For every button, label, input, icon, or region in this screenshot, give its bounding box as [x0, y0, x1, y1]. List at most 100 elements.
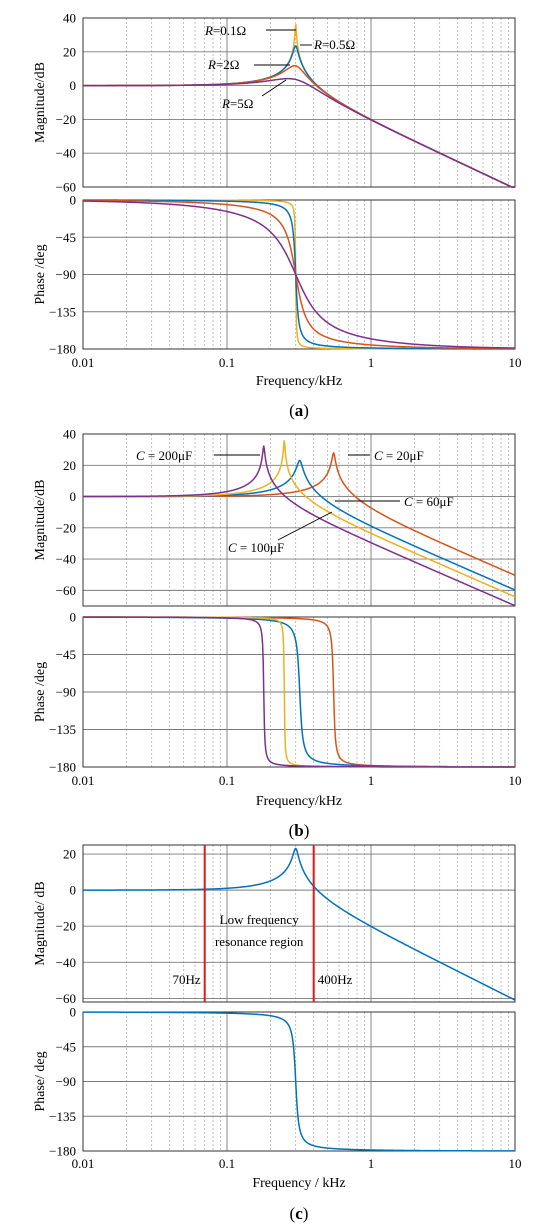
annotation-value: =0.5Ω [322, 37, 355, 52]
magnitude-axes: −60 −40 −20 0 20 Magnitude/ dB [33, 844, 516, 1006]
panel-c: −60 −40 −20 0 20 Magnitude/ dB −180 −135 −90 −45 0… [33, 844, 522, 1223]
region-label-line1: Low frequency [220, 912, 300, 927]
annotation-leader [277, 511, 333, 541]
magnitude-curve [82, 847, 516, 1001]
x-tick-label: 0.01 [72, 355, 95, 370]
phase-y-tick-label: −45 [56, 1039, 76, 1054]
magnitude-y-tick-label: −40 [56, 552, 76, 567]
panel-a: −60 −40 −20 0 20 40 Magnitude/dB −180 −135 −90 −45… [33, 11, 522, 421]
x-tick-label: 10 [509, 355, 522, 370]
panel-b: −60 −40 −20 0 20 40 Magnitude/dB −180 −135 −90 −45… [33, 427, 522, 841]
phase-curve [82, 199, 516, 350]
magnitude-y-tick-label: −60 [56, 180, 76, 195]
magnitude-axis-label: Magnitude/dB [33, 62, 48, 143]
phase-axes: −180 −135 −90 −45 0 Phase /deg [33, 610, 516, 775]
annotation-value: =0.1Ω [213, 23, 246, 38]
magnitude-y-tick-label: 0 [70, 489, 77, 504]
annotation-variable: R [221, 96, 230, 111]
panel-caption: (a) [289, 401, 309, 420]
series-annotation: C = 60μF [404, 494, 454, 509]
magnitude-y-tick-label: −20 [56, 112, 76, 127]
magnitude-y-tick-label: 20 [63, 44, 76, 59]
annotation-value: = 100μF [237, 540, 285, 555]
x-tick-label: 0.1 [219, 1156, 235, 1171]
magnitude-y-tick-label: −20 [56, 520, 76, 535]
magnitude-curve [82, 445, 516, 607]
annotation-variable: R [313, 37, 322, 52]
annotation-value: = 20μF [383, 448, 424, 463]
magnitude-y-tick-label: 40 [63, 11, 76, 26]
boundary-label: 70Hz [173, 972, 201, 987]
magnitude-frame [82, 844, 516, 1003]
x-tick-label: 0.01 [72, 773, 95, 788]
magnitude-y-tick-label: −40 [56, 146, 76, 161]
x-tick-label: 0.1 [219, 773, 235, 788]
phase-axis-label: Phase/ deg [33, 1051, 48, 1111]
x-tick-label: 1 [368, 773, 375, 788]
x-tick-label: 10 [509, 773, 522, 788]
magnitude-y-tick-label: 20 [63, 458, 76, 473]
phase-y-tick-label: −135 [49, 304, 76, 319]
series-annotation: R=0.1Ω [204, 23, 246, 38]
magnitude-y-tick-label: 0 [70, 78, 77, 93]
annotation-value: = 60μF [413, 494, 454, 509]
annotation-variable: R [207, 57, 216, 72]
magnitude-y-tick-label: −40 [56, 955, 76, 970]
series-annotation: C = 20μF [374, 448, 424, 463]
phase-y-tick-label: −180 [49, 760, 76, 775]
magnitude-axes: −60 −40 −20 0 20 40 Magnitude/dB [33, 427, 516, 607]
phase-y-tick-label: −90 [56, 1074, 76, 1089]
magnitude-frame [82, 433, 516, 607]
phase-y-tick-label: −135 [49, 722, 76, 737]
series-annotation: C = 200μF [136, 448, 192, 463]
magnitude-axis-label: Magnitude/dB [33, 480, 48, 561]
phase-axis-label: Phase /deg [33, 244, 48, 304]
magnitude-y-tick-label: 0 [70, 883, 77, 898]
magnitude-y-tick-label: −60 [56, 991, 76, 1006]
x-tick-label: 1 [368, 1156, 375, 1171]
region-label-line2: resonance region [215, 934, 304, 949]
annotation-value: = 200μF [145, 448, 193, 463]
x-axis-label: Frequency/kHz [256, 794, 342, 809]
phase-y-tick-label: −45 [56, 230, 76, 245]
phase-curve [82, 1011, 516, 1152]
phase-frame [82, 1011, 516, 1152]
phase-curve [82, 616, 516, 768]
magnitude-axes: −60 −40 −20 0 20 40 Magnitude/dB [33, 11, 516, 195]
annotation-variable: C [228, 540, 237, 555]
annotation-value: =2Ω [216, 57, 240, 72]
annotation-leader [261, 79, 287, 97]
annotation-variable: C [136, 448, 145, 463]
phase-y-tick-label: −180 [49, 342, 76, 357]
annotation-variable: C [374, 448, 383, 463]
phase-y-tick-label: −180 [49, 1144, 76, 1159]
magnitude-plot-area [83, 845, 515, 1002]
magnitude-y-tick-label: −60 [56, 583, 76, 598]
phase-y-tick-label: 0 [70, 610, 77, 625]
magnitude-y-tick-label: 20 [63, 847, 76, 862]
phase-frame [82, 616, 516, 768]
series-annotation: C = 100μF [228, 540, 284, 555]
annotation-value: =5Ω [230, 96, 254, 111]
x-tick-label: 0.01 [72, 1156, 95, 1171]
phase-y-tick-label: −90 [56, 267, 76, 282]
magnitude-curve [82, 77, 516, 188]
series-annotation: R=5Ω [221, 96, 253, 111]
phase-y-tick-label: −90 [56, 685, 76, 700]
phase-axis-label: Phase /deg [33, 662, 48, 722]
series-annotation: R=2Ω [207, 57, 239, 72]
x-tick-label: 1 [368, 355, 375, 370]
annotation-variable: C [404, 494, 413, 509]
annotation-variable: R [204, 23, 213, 38]
magnitude-plot-area [83, 18, 515, 187]
magnitude-y-tick-label: −20 [56, 919, 76, 934]
phase-curve [82, 200, 516, 349]
series-annotation: R=0.5Ω [313, 37, 355, 52]
magnitude-axis-label: Magnitude/ dB [33, 881, 48, 965]
magnitude-y-tick-label: 40 [63, 427, 76, 442]
phase-y-tick-label: 0 [70, 1005, 77, 1020]
phase-y-tick-label: −45 [56, 647, 76, 662]
phase-frame [82, 199, 516, 350]
panel-caption: (b) [289, 821, 310, 840]
